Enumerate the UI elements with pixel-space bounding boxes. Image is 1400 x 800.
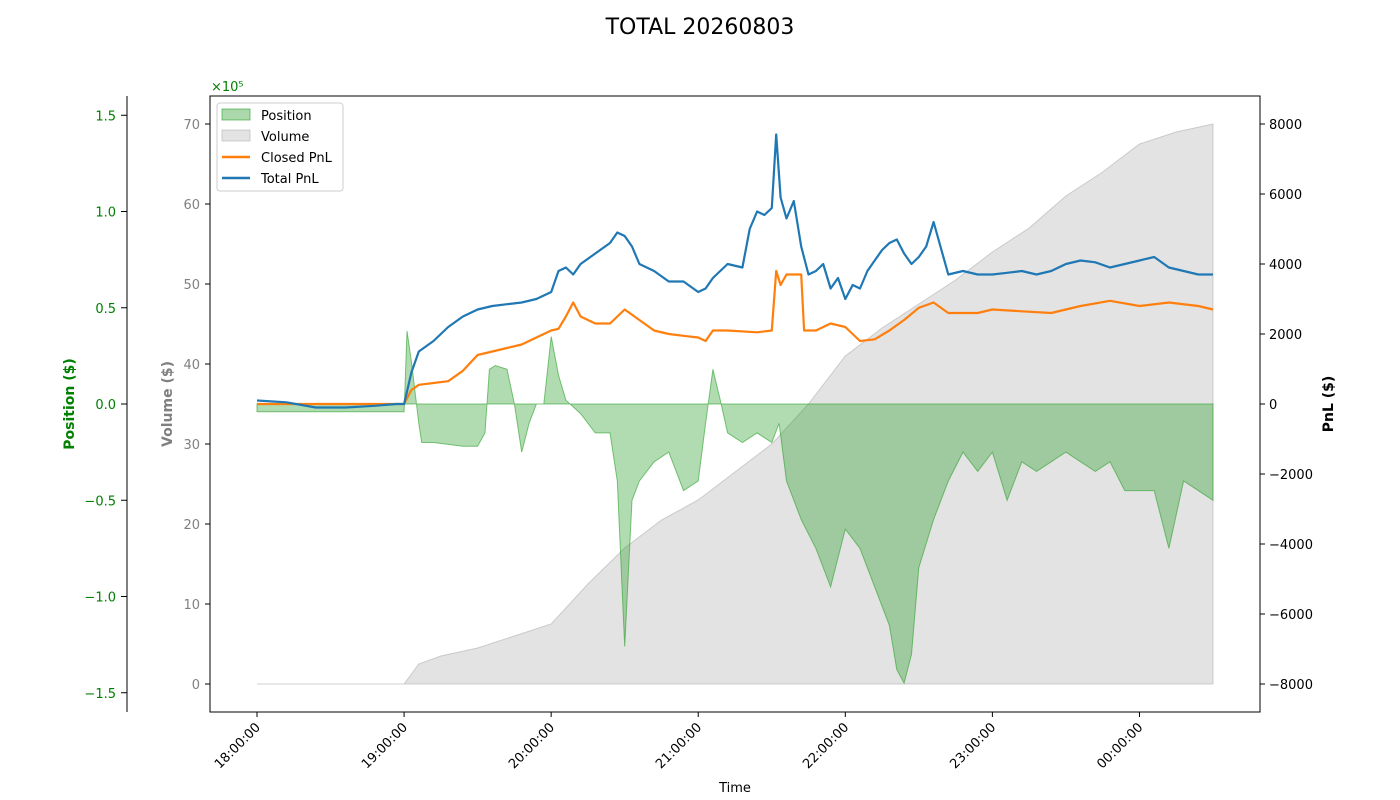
pnl-tick-label: 4000 [1269,258,1302,273]
position-tick-label: 1.0 [95,206,116,221]
position-axis: −1.5 −1.0 −0.5 0.0 0.5 1.0 1.5 [84,96,128,712]
time-tick-label: 23:00:00 [947,720,999,772]
pnl-tick-label: 6000 [1269,188,1302,203]
volume-tick-label: 60 [183,198,200,213]
legend-box [216,102,344,192]
legend-label: Closed PnL [261,151,333,166]
position-tick-label: −1.0 [84,591,116,606]
pnl-tick-label: 2000 [1269,328,1302,343]
pnl-tick-label: −2000 [1269,468,1313,483]
time-axis: 18:00:00 19:00:00 20:00:00 21:00:00 22:00:00… [212,712,1146,772]
pnl-tick-label: −8000 [1269,678,1313,693]
chart-title: TOTAL 20260803 [605,15,795,40]
position-axis-title: Position ($) [62,358,78,450]
x-axis-title: Time [718,781,751,796]
position-tick-label: 0.0 [95,398,116,413]
position-area [256,330,1214,685]
time-tick-label: 20:00:00 [506,720,558,772]
legend-label: Position [261,109,312,124]
volume-tick-label: 40 [183,358,200,373]
legend-swatch [221,129,251,142]
closed-pnl-line [257,269,1214,406]
legend: Position Volume Closed PnL Total PnL [216,102,344,192]
position-fill [256,330,1214,685]
position-scale-label: ×10⁵ [211,80,244,95]
volume-tick-label: 70 [183,118,200,133]
pnl-axis: −8000 −6000 −4000 −2000 0 2000 4000 6000 8000 [1260,118,1313,693]
closed-pnl-series [257,269,1214,406]
total-pnl-line [256,133,1213,409]
pnl-tick-label: 0 [1269,398,1277,413]
position-tick-label: −0.5 [84,494,116,509]
position-tick-label: 1.5 [95,109,116,124]
legend-label: Volume [261,130,309,145]
position-tick-label: −1.5 [84,687,116,702]
volume-axis: 0 10 20 30 40 50 60 70 [183,118,210,693]
pnl-tick-label: 8000 [1269,118,1302,133]
volume-tick-label: 30 [183,438,200,453]
time-tick-label: 19:00:00 [359,720,411,772]
time-tick-label: 22:00:00 [800,720,852,772]
total-pnl-series [256,133,1213,409]
volume-tick-label: 50 [183,278,200,293]
time-tick-label: 18:00:00 [212,720,264,772]
time-tick-label: 21:00:00 [653,720,705,772]
pnl-tick-label: −4000 [1269,538,1313,553]
volume-tick-label: 0 [192,678,200,693]
volume-axis-title: Volume ($) [160,361,176,447]
legend-label: Total PnL [260,172,319,187]
volume-tick-label: 10 [183,598,200,613]
volume-tick-label: 20 [183,518,200,533]
position-tick-label: 0.5 [95,302,116,317]
time-tick-label: 00:00:00 [1094,720,1146,772]
pnl-axis-title: PnL ($) [1321,376,1337,433]
legend-swatch [221,108,251,121]
pnl-tick-label: −6000 [1269,608,1313,623]
